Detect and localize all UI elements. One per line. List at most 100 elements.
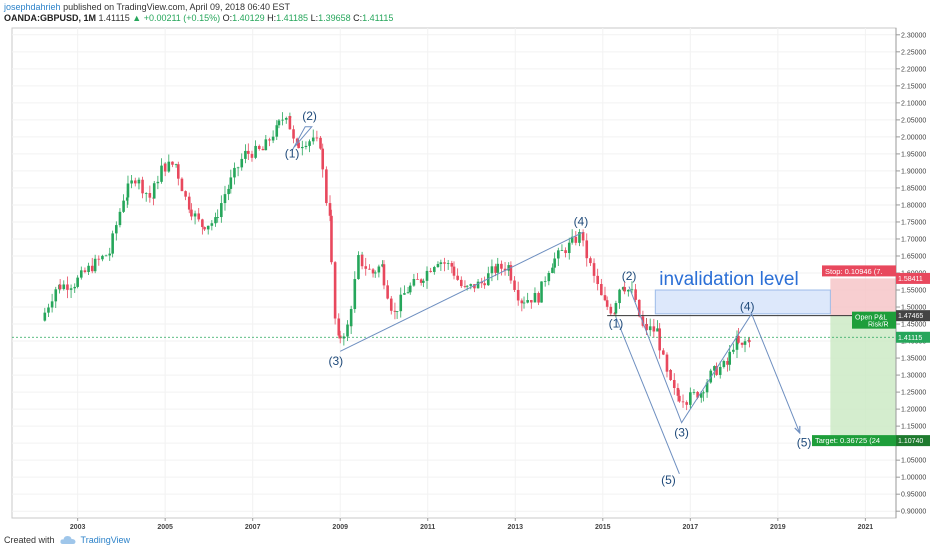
y-tick-label: 2.20000 (901, 66, 926, 73)
candle-body (223, 194, 227, 204)
candle-body (656, 328, 659, 332)
candle-body (715, 366, 718, 375)
x-tick-label: 2007 (245, 524, 261, 531)
candle-body (364, 266, 368, 269)
invalidation-label: invalidation level (659, 269, 798, 290)
candle-body (148, 193, 152, 198)
wave-label: (5) (661, 473, 676, 487)
candle-body (406, 292, 410, 294)
candle-body (141, 179, 144, 194)
y-tick-label: 1.65000 (901, 253, 926, 260)
y-tick-label: 2.30000 (901, 32, 926, 39)
candle-body (490, 266, 494, 274)
candle-body (557, 250, 560, 259)
candle-body (685, 402, 688, 405)
candle-body (264, 139, 268, 151)
y-tick-label: 1.35000 (901, 356, 926, 363)
candle-body (325, 169, 328, 204)
candle-body (713, 366, 716, 371)
position-zones: invalidation level (654, 269, 896, 441)
candle-body (171, 161, 174, 165)
target-price-tag-bg (896, 435, 930, 447)
candle-body (122, 200, 125, 212)
wave-arrowhead (794, 425, 801, 435)
candle-body (389, 298, 393, 311)
level-lines (12, 315, 896, 338)
candle-body (227, 188, 230, 195)
wave-line (628, 286, 801, 434)
candle-body (623, 287, 626, 292)
risk-reward-label: Risk/R (868, 322, 889, 329)
y-tick-label: 1.50000 (901, 305, 926, 312)
entry-price-tag: 1.47465 (898, 313, 923, 320)
candle-body (304, 145, 308, 147)
candle-body (315, 137, 319, 139)
wave-label: (2) (302, 109, 317, 123)
candle-body (50, 301, 54, 308)
y-tick-label: 1.70000 (901, 236, 926, 243)
candle-body (560, 250, 564, 251)
low-value: 1.39658 (318, 13, 351, 23)
candle-body (530, 300, 533, 303)
candle-body (349, 309, 353, 327)
author-link[interactable]: josephdahrieh (4, 2, 61, 12)
high-label: H: (267, 13, 277, 23)
x-tick-label: 2011 (420, 524, 435, 531)
candle-body (297, 142, 300, 149)
candle-body (220, 203, 223, 218)
y-tick-label: 1.05000 (901, 458, 926, 465)
candle-body (705, 382, 709, 393)
candle-body (416, 278, 419, 280)
candle-body (678, 395, 681, 402)
candle-body (718, 366, 722, 375)
candle-body (443, 262, 446, 264)
last-price: 1.41115 (98, 13, 130, 23)
candle-body (308, 141, 311, 143)
candle-body (144, 193, 148, 194)
tradingview-brand[interactable]: TradingView (80, 535, 131, 545)
candle-body (357, 255, 360, 280)
candle-body (47, 307, 50, 313)
candle-body (422, 280, 425, 283)
candle-body (513, 280, 516, 290)
candle-body (247, 150, 250, 154)
stop-label-bg (822, 265, 896, 277)
candle-body (728, 351, 732, 365)
candle-body (233, 167, 236, 178)
candle-body (203, 227, 206, 230)
x-tick-label: 2015 (595, 524, 611, 531)
candle-body (589, 258, 592, 264)
candle-body (152, 183, 156, 199)
y-tick-label: 1.20000 (901, 407, 926, 414)
candle-body (676, 387, 680, 396)
candle-body (377, 266, 381, 273)
symbol-label[interactable]: OANDA:GBPUSD, 1M (4, 13, 97, 23)
candle-body (600, 284, 603, 296)
time-axis[interactable]: 2003 2005 2007 2009 2011 2013 2015 2017 2019 2021 (70, 518, 873, 531)
candle-body (330, 215, 333, 263)
wave-label: (1) (609, 316, 624, 330)
candle-body (522, 302, 526, 304)
price-tags: 1.58411 1.47465 1.41115 1.10740 Stop: 0.1094… (812, 265, 930, 447)
entry-price-tag-bg (896, 310, 930, 322)
candle-body (254, 145, 257, 158)
candle-body (456, 275, 459, 280)
candle-body (452, 266, 456, 276)
candle-body (465, 285, 469, 287)
candle-body (672, 380, 676, 388)
candle-body (180, 178, 184, 192)
candle-body (570, 236, 574, 243)
candle-body (97, 258, 101, 260)
candle-body (658, 328, 661, 351)
candle-body (543, 281, 547, 282)
y-tick-label: 0.90000 (901, 509, 926, 516)
candle-body (722, 360, 726, 367)
y-tick-label: 1.80000 (901, 202, 926, 209)
up-arrow-icon: ▲ (132, 13, 142, 23)
candle-body (118, 211, 122, 226)
candle-body (90, 265, 94, 272)
last-price-tag: 1.41115 (898, 335, 922, 342)
candle-body (551, 267, 554, 273)
candle-body (292, 129, 295, 139)
